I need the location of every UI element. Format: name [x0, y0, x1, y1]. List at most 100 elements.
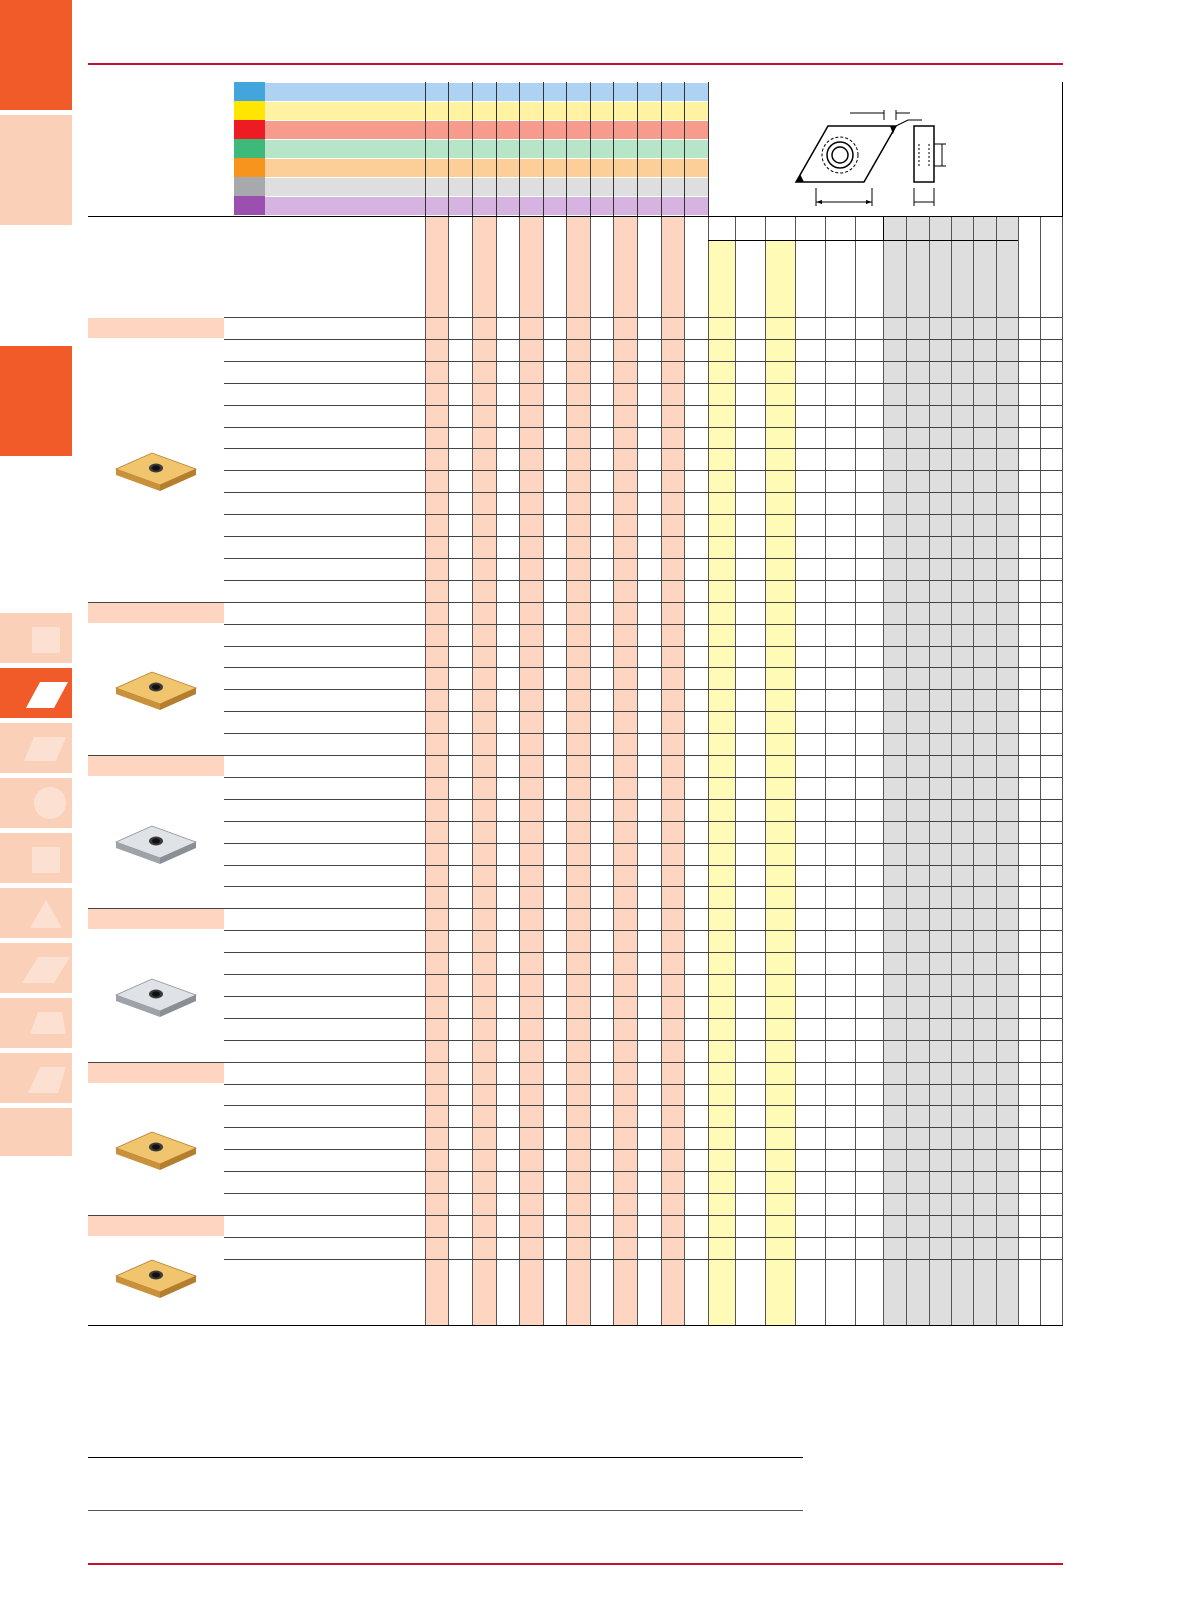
table-column-divider: [566, 217, 567, 1325]
rhombic-80-insert-icon: [28, 1067, 66, 1093]
column-group-divider: [883, 217, 884, 241]
grade-band: [566, 217, 590, 1325]
silver-rhombic-insert-icon: [114, 825, 198, 864]
table-row-divider: [224, 1149, 1062, 1150]
table-column-divider: [883, 217, 884, 1325]
material-swatch: [234, 139, 265, 158]
table-row-divider: [224, 361, 1062, 362]
table-row-divider: [224, 1018, 1062, 1019]
table-row-divider: [224, 865, 1062, 866]
band-divider: [265, 82, 708, 83]
table-column-divider: [996, 217, 997, 1325]
side-tab-active[interactable]: [0, 668, 72, 718]
table-column-divider: [735, 217, 736, 1325]
table-row-divider: [224, 470, 1062, 471]
table-column-divider: [448, 217, 449, 1325]
material-swatch: [234, 82, 265, 101]
section-divider: [88, 908, 224, 909]
side-tab[interactable]: [0, 778, 72, 828]
section-divider: [88, 755, 224, 756]
table-row-divider: [224, 974, 1062, 975]
band-divider: [265, 158, 708, 159]
table-column-divider: [1040, 217, 1041, 1325]
table-column-divider: [765, 217, 766, 1325]
table-column-divider: [1018, 217, 1019, 1325]
square-insert-icon: [32, 627, 60, 653]
table-row-divider: [224, 777, 1062, 778]
rhombic-35-insert-icon: [24, 737, 66, 761]
table-row-divider: [224, 536, 1062, 537]
table-column-divider: [519, 217, 520, 1325]
side-tab[interactable]: [0, 943, 72, 993]
table-row-divider: [224, 886, 1062, 887]
table-row-divider: [224, 580, 1062, 581]
section-heading-bar: [88, 318, 224, 338]
side-tab[interactable]: [0, 998, 72, 1048]
table-row-divider: [224, 558, 1062, 559]
table-column-divider: [496, 217, 497, 1325]
side-tab-section: [0, 346, 72, 456]
table-row-divider: [224, 843, 1062, 844]
section-divider: [88, 1062, 224, 1063]
table-row-divider: [224, 1237, 1062, 1238]
section-divider: [88, 602, 224, 603]
table-row-divider: [224, 1040, 1062, 1041]
gold-rhombic-insert-icon: [114, 671, 198, 710]
silver-rhombic-insert-icon: [114, 978, 198, 1017]
grade-band: [613, 217, 637, 1325]
table-column-divider: [425, 217, 426, 1325]
table-row-divider: [224, 996, 1062, 997]
trigon-insert-icon: [30, 1012, 66, 1034]
material-band: [265, 139, 708, 158]
table-column-divider: [929, 217, 930, 1325]
side-tab[interactable]: [0, 613, 72, 663]
table-row-divider: [224, 1259, 1062, 1260]
grade-band: [472, 217, 496, 1325]
material-band: [265, 120, 708, 139]
side-tab[interactable]: [0, 833, 72, 883]
section-divider: [88, 1215, 224, 1216]
footnote-rule-top: [88, 1457, 803, 1458]
table-row-divider: [224, 514, 1062, 515]
gold-rhombic-insert-icon: [114, 1131, 198, 1170]
grade-column-divider: [566, 82, 567, 216]
table-header-bottom-rule: [88, 216, 1063, 217]
material-swatch: [234, 177, 265, 196]
table-row-divider: [224, 908, 1062, 909]
material-band: [265, 158, 708, 177]
table-row-divider: [224, 1105, 1062, 1106]
table-row-divider: [224, 1171, 1062, 1172]
table-row-divider: [224, 1215, 1062, 1216]
stock-band: [883, 217, 1018, 1325]
table-row-divider: [224, 383, 1062, 384]
band-divider: [265, 196, 708, 197]
gold-rhombic-insert-icon: [114, 452, 198, 491]
table-row-divider: [224, 733, 1062, 734]
table-row-divider: [224, 646, 1062, 647]
table-row-divider: [224, 1084, 1062, 1085]
header-right-border: [1062, 82, 1063, 216]
band-divider: [265, 177, 708, 178]
material-swatch: [234, 120, 265, 139]
side-tab[interactable]: [0, 723, 72, 773]
material-band: [265, 177, 708, 196]
grade-column-divider: [590, 82, 591, 216]
side-tab-secondary: [0, 115, 72, 225]
side-tab[interactable]: [0, 1053, 72, 1103]
column-group-rule: [708, 240, 1018, 241]
section-heading-bar: [88, 1215, 224, 1236]
table-row-divider: [224, 1193, 1062, 1194]
dimension-band: [765, 241, 795, 1325]
table-column-divider: [855, 217, 856, 1325]
table-column-divider: [613, 217, 614, 1325]
grade-band: [661, 217, 684, 1325]
material-band: [265, 101, 708, 120]
table-row-divider: [224, 755, 1062, 756]
material-swatch: [234, 158, 265, 177]
section-heading-bar: [88, 1062, 224, 1083]
side-tab[interactable]: [0, 888, 72, 938]
gold-rhombic-insert-icon: [114, 1259, 198, 1298]
table-row-divider: [224, 427, 1062, 428]
footnote-rule-bottom: [88, 1510, 803, 1511]
table-row-divider: [224, 602, 1062, 603]
